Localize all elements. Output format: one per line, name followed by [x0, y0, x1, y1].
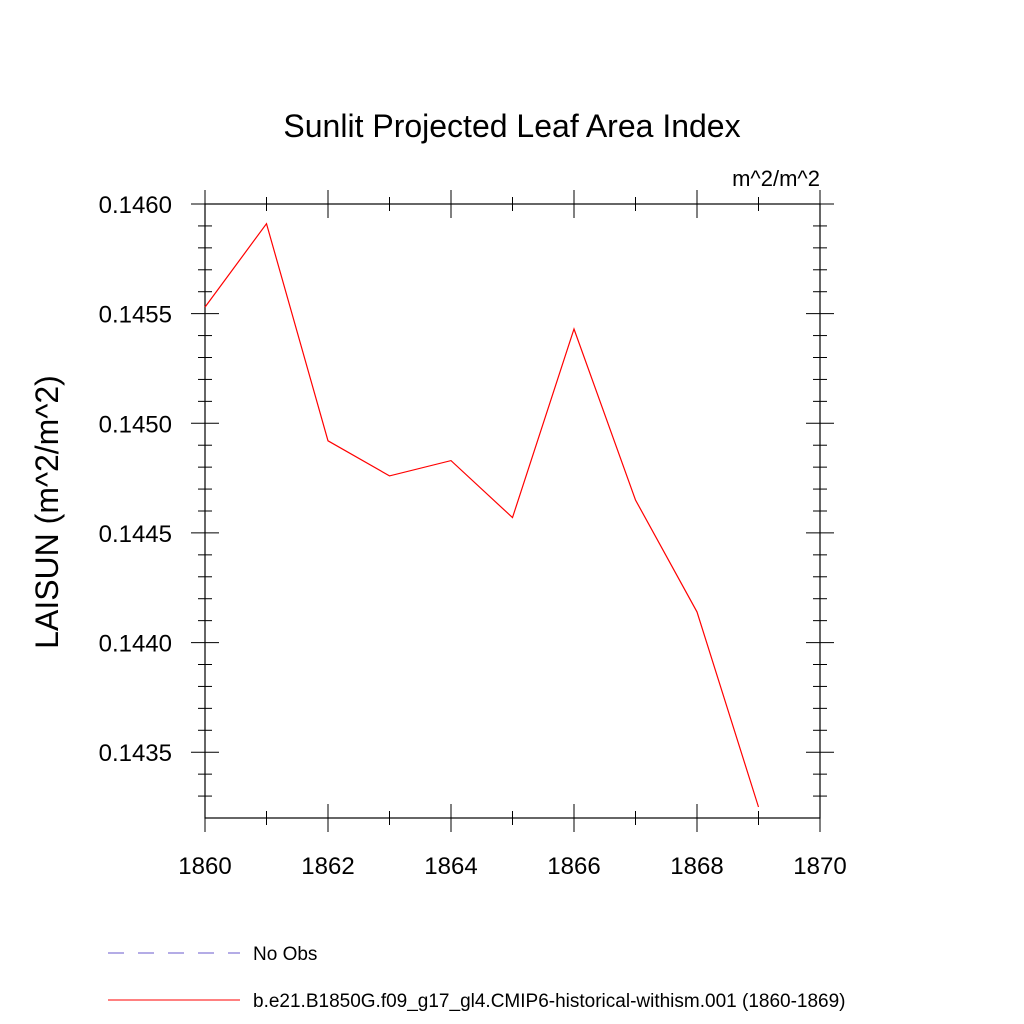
- axis-ticks: [191, 190, 834, 832]
- legend-label-0: No Obs: [253, 944, 317, 965]
- legend-label-1: b.e21.B1850G.f09_g17_gl4.CMIP6-historica…: [253, 991, 846, 1012]
- x-tick-label: 1862: [301, 853, 354, 880]
- y-tick-label: 0.1440: [99, 631, 172, 658]
- y-tick-label: 0.1450: [99, 411, 172, 438]
- series-layer: [204, 222, 760, 808]
- y-axis-label: LAISUN (m^2/m^2): [29, 375, 65, 649]
- legend: No Obs b.e21.B1850G.f09_g17_gl4.CMIP6-his…: [108, 944, 846, 1012]
- units-label: m^2/m^2: [732, 166, 820, 191]
- x-tick-label: 1870: [793, 853, 846, 880]
- plot-frame: [204, 203, 821, 819]
- chart-title: Sunlit Projected Leaf Area Index: [283, 108, 740, 144]
- x-tick-label: 1868: [670, 853, 723, 880]
- y-tick-label: 0.1445: [99, 521, 172, 548]
- x-tick-label: 1860: [178, 853, 231, 880]
- series-line-1: [204, 222, 760, 808]
- y-tick-label: 0.1435: [99, 740, 172, 767]
- y-tick-label: 0.1460: [99, 192, 172, 219]
- axis-tick-labels: 1860 1862 1864 1866 1868 1870 0.1435 0.1440 0.14…: [99, 192, 847, 880]
- y-tick-label: 0.1455: [99, 302, 172, 329]
- x-tick-label: 1864: [424, 853, 477, 880]
- x-tick-label: 1866: [547, 853, 600, 880]
